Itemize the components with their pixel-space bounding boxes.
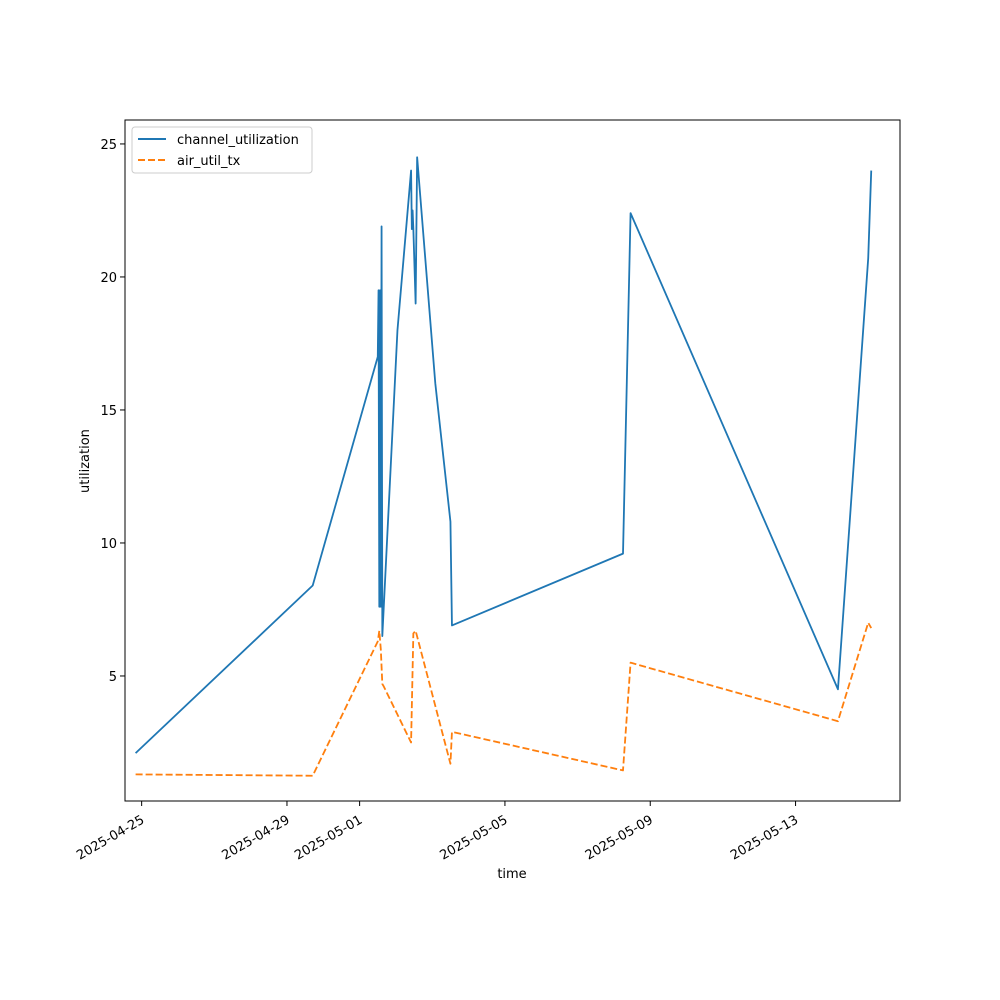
series-layer xyxy=(134,156,873,777)
series-line-air-util-tx xyxy=(135,621,873,777)
x-axis: 2025-04-25 2025-04-29 2025-05-01 2025-05-05… xyxy=(74,801,801,863)
x-tick-label: 2025-04-29 xyxy=(220,813,293,864)
y-tick-label: 15 xyxy=(100,404,117,419)
y-tick-label: 10 xyxy=(100,537,117,552)
legend-label-channel-utilization: channel_utilization xyxy=(177,133,299,148)
plot-frame xyxy=(124,119,901,802)
x-tick-label: 2025-05-13 xyxy=(728,813,801,864)
x-tick-label: 2025-05-09 xyxy=(583,813,656,864)
y-tick-label: 25 xyxy=(100,138,117,153)
x-axis-label: time xyxy=(497,867,526,882)
y-axis-label: utilization xyxy=(78,429,93,493)
legend: channel_utilization air_util_tx xyxy=(131,126,313,174)
y-tick-label: 5 xyxy=(109,670,117,685)
y-axis: 5 10 15 20 25 xyxy=(100,138,125,685)
legend-label-air-util-tx: air_util_tx xyxy=(177,154,241,169)
x-tick-label: 2025-05-01 xyxy=(292,813,365,864)
x-tick-label: 2025-05-05 xyxy=(438,813,511,864)
y-tick-label: 20 xyxy=(100,271,117,286)
legend-box xyxy=(131,126,313,174)
x-tick-label: 2025-04-25 xyxy=(74,813,147,864)
series-line-channel-utilization xyxy=(134,156,873,754)
